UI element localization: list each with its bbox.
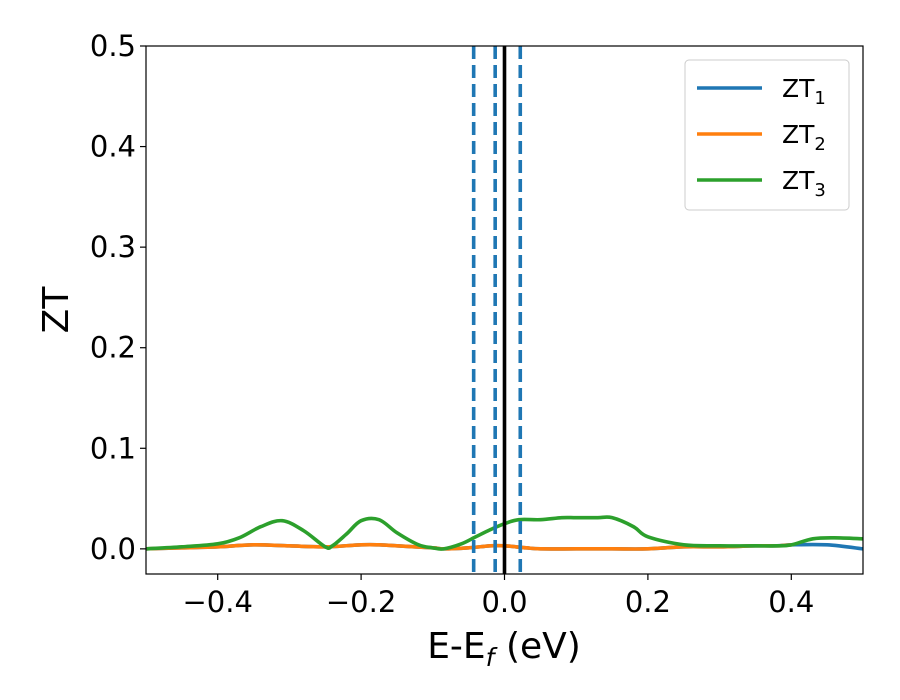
series-layer <box>146 515 863 551</box>
x-tick-label: −0.2 <box>326 585 396 619</box>
y-axis-ticks: 0.0 0.1 0.2 0.3 0.4 0.5 <box>90 29 146 566</box>
x-tick-label: −0.4 <box>182 585 252 619</box>
series-line-3 <box>146 515 863 551</box>
legend-label-1: ZT1 <box>782 74 826 109</box>
y-tick-label: 0.5 <box>90 29 136 63</box>
y-tick-label: 0.1 <box>90 431 136 465</box>
y-tick-label: 0.3 <box>90 230 136 264</box>
legend-box <box>684 59 850 211</box>
x-tick-label: 0.0 <box>481 585 527 619</box>
y-axis-title: ZT <box>36 286 77 334</box>
x-axis-title: E-Ef (eV) <box>427 626 581 672</box>
legend: ZT1 ZT2 ZT3 <box>684 59 850 211</box>
x-tick-label: 0.4 <box>768 585 814 619</box>
x-tick-label: 0.2 <box>625 585 671 619</box>
legend-label-3: ZT3 <box>782 166 826 201</box>
y-tick-label: 0.2 <box>90 331 136 365</box>
y-tick-label: 0.0 <box>90 532 136 566</box>
legend-label-2: ZT2 <box>782 120 826 155</box>
x-axis-ticks: −0.4 −0.2 0.0 0.2 0.4 <box>182 574 814 619</box>
y-tick-label: 0.4 <box>90 130 136 164</box>
reference-lines <box>471 46 523 574</box>
